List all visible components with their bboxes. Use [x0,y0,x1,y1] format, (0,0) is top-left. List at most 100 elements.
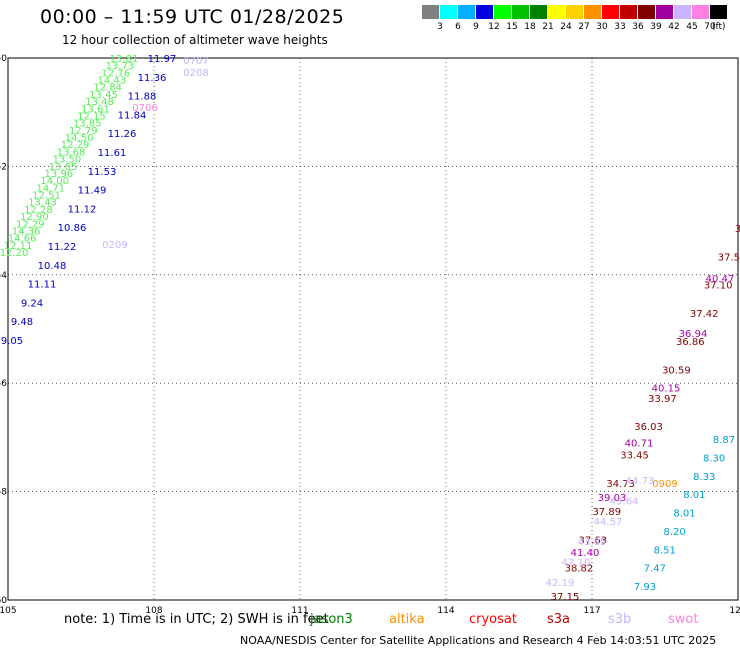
wave-height-label: 13.96 [44,169,73,180]
legend-label: 24 [560,22,572,32]
legend-label: 30 [596,22,608,32]
wave-height-label: 44.57 [594,517,623,528]
satellite-cryosat: cryosat [469,612,517,627]
wave-height-label: 8.20 [663,527,685,538]
wave-height-label: 13.43 [28,198,57,209]
time-label: 0209 [102,240,127,251]
wave-height-label: 43.85 [578,537,607,548]
wave-height-label: 14.36 [12,226,41,237]
wave-height-label: 11.88 [128,92,157,103]
wave-height-label: 13.50 [53,155,82,166]
wave-height-label: 37.42 [690,309,719,320]
legend-label: 70 [704,22,716,32]
legend-swatch [440,5,457,19]
legend-swatch [584,5,601,19]
y-tick-label: -58 [0,488,7,498]
legend-unit: (ft) [712,22,726,32]
legend-label: 39 [650,22,662,32]
wave-height-label: 30.59 [662,366,691,377]
wave-height-label: 42.10 [562,558,591,569]
legend-label: 21 [542,22,554,32]
wave-height-label: 11.36 [138,73,167,84]
wave-height-label: 12.76 [102,68,131,79]
wave-height-label: 37.10 [704,281,733,292]
wave-height-label: 14.00 [40,176,69,187]
legend-swatch [512,5,529,19]
wave-height-label: 12.84 [93,83,122,94]
legend-label: 33 [614,22,626,32]
wave-height-label: 9.24 [21,298,43,309]
wave-height-label: 12.29 [16,219,45,230]
wave-height-label: 13.85 [73,119,102,130]
x-tick-label: 120 [729,606,740,616]
legend-swatch [422,5,439,19]
time-label: 0208 [183,68,208,79]
wave-height-label: 37.63 [579,535,608,546]
plot-frame [7,57,739,601]
wave-height-label: 41.40 [571,548,600,559]
chart-title: 00:00 – 11:59 UTC 01/28/2025 [40,6,345,28]
legend-swatch [566,5,583,19]
wave-height-label: 8.33 [693,472,715,483]
satellite-altika: altika [389,612,425,627]
legend-swatch [476,5,493,19]
legend-label: 36 [632,22,644,32]
wave-height-label: 37.50 [718,252,740,263]
wave-height-label: 7.47 [644,564,666,575]
wave-height-label: 37.89 [592,507,621,518]
y-tick-label: -56 [0,379,7,389]
x-tick-label: 111 [291,606,308,616]
wave-height-label: 33.45 [620,450,649,461]
wave-height-label: 14.43 [97,76,126,87]
wave-height-label: 7.93 [634,582,656,593]
time-label: 0909 [652,479,677,490]
wave-height-label: 12.28 [24,205,53,216]
legend-label: 6 [455,22,461,32]
wave-height-label: 13.48 [85,97,114,108]
wave-height-label: 12.51 [32,191,61,202]
y-tick-label: -54 [0,271,7,281]
legend-label: 42 [668,22,680,32]
wave-height-label: 8.30 [703,453,725,464]
wave-height-label: 11.11 [28,280,57,291]
wave-height-label: 12.15 [77,111,106,122]
wave-height-label: 40.15 [652,384,681,395]
wave-height-label: 9.48 [11,317,33,328]
legend-label: 18 [524,22,536,32]
wave-height-label: 42.19 [546,578,575,589]
wave-height-label: 43.64 [610,496,639,507]
legend-label: 45 [686,22,698,32]
satellite-s3b: s3b [608,612,632,627]
y-tick-label: -60 [0,596,7,606]
wave-height-label: 36.03 [634,422,663,433]
wave-height-label: 8.01 [673,509,695,520]
wave-height-label: 40.47 [706,274,735,285]
x-tick-label: 114 [437,606,454,616]
wave-height-label: 33.97 [648,394,677,405]
legend-label: 15 [506,22,518,32]
x-tick-label: 105 [0,606,17,616]
wave-height-label: 13.61 [81,104,110,115]
wave-height-label: 14.66 [8,234,37,245]
wave-height-label: 36.86 [676,337,705,348]
time-label: 0706 [132,103,157,114]
wave-height-label: 11.61 [98,148,127,159]
wave-height-label: 13.68 [57,147,86,158]
wave-height-label: 14.71 [36,183,65,194]
legend-swatch [656,5,673,19]
wave-height-label: 11.53 [88,167,117,178]
wave-height-label: 38.82 [565,564,594,575]
credit-line: NOAA/NESDIS Center for Satellite Applica… [240,634,717,647]
wave-height-label: 10.86 [58,223,87,234]
wave-height-label: 12.11 [4,241,33,252]
wave-height-label: 13.81 [110,54,139,65]
legend-swatch [710,5,727,19]
legend-swatch [638,5,655,19]
legend-label: 27 [578,22,590,32]
wave-height-label: 11.84 [118,110,147,121]
wave-height-label: 11.12 [68,204,97,215]
wave-height-label: 13.73 [106,61,135,72]
y-tick-label: -50 [0,54,7,64]
time-label: 0707 [183,56,208,67]
